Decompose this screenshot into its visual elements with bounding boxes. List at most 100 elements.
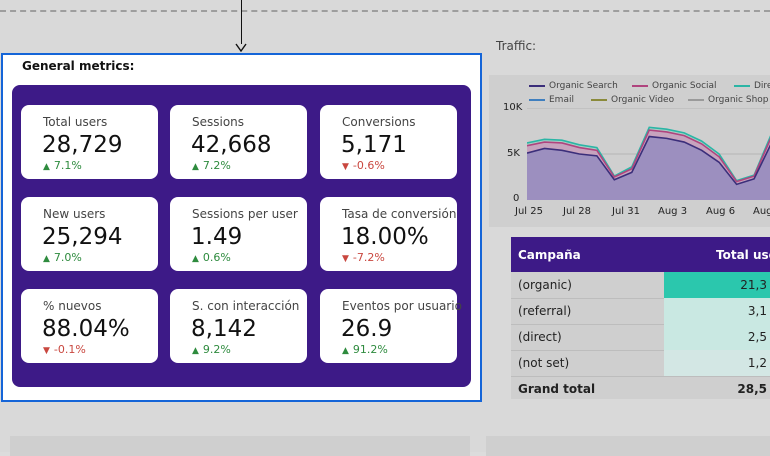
- metric-value: 28,729: [42, 132, 123, 158]
- traffic-chart-card[interactable]: Organic Search Organic Social Dire Email…: [489, 75, 770, 227]
- metric-card[interactable]: Conversions 5,171 ▼ -0.6%: [320, 105, 457, 179]
- metric-card[interactable]: Sessions per user 1.49 ▲ 0.6%: [170, 197, 307, 271]
- legend-label: Dire: [754, 81, 770, 91]
- delta-text: 91.2%: [352, 343, 388, 356]
- series-line-1: [527, 129, 770, 183]
- delta-text: 7.2%: [202, 159, 231, 172]
- arrow-up-icon: ▲: [192, 162, 199, 172]
- delta-text: 7.0%: [53, 251, 82, 264]
- legend-label: Organic Video: [611, 95, 675, 105]
- y-tick-label: 0: [513, 193, 520, 204]
- delta-text: 7.1%: [53, 159, 82, 172]
- grand-total-value: 28,5: [737, 382, 767, 396]
- arrow-up-icon: ▲: [43, 162, 50, 172]
- legend-item[interactable]: Organic Search: [529, 81, 618, 91]
- general-metrics-title: General metrics:: [22, 59, 135, 73]
- metric-value: 8,142: [191, 316, 257, 342]
- metric-label: Conversions: [342, 115, 416, 129]
- legend-swatch: [734, 84, 750, 87]
- metric-card[interactable]: New users 25,294 ▲ 7.0%: [21, 197, 158, 271]
- legend-label: Email: [549, 95, 574, 105]
- column-header-total-users[interactable]: Total use: [716, 248, 770, 262]
- legend-label: Organic Search: [549, 81, 618, 91]
- metric-card[interactable]: Eventos por usuario 26.9 ▲ 91.2%: [320, 289, 462, 363]
- series-line-0: [527, 135, 770, 186]
- legend-item[interactable]: Organic Social: [632, 81, 717, 91]
- metric-value: 26.9: [341, 316, 393, 342]
- arrow-down-icon: ▼: [43, 346, 50, 356]
- metric-card[interactable]: Sessions 42,668 ▲ 7.2%: [170, 105, 307, 179]
- traffic-area-chart[interactable]: [527, 108, 770, 200]
- campaign-value: 2,5: [747, 330, 767, 344]
- metric-label: Total users: [43, 115, 108, 129]
- legend-swatch: [529, 98, 545, 101]
- metric-value: 1.49: [191, 224, 243, 250]
- campaign-name: (referral): [518, 304, 572, 318]
- y-tick-label: 10K: [503, 102, 523, 113]
- table-header: Campaña Total use: [511, 237, 770, 272]
- x-tick-label: Jul 25: [515, 206, 543, 217]
- legend-item[interactable]: Organic Video: [591, 95, 674, 105]
- metric-card[interactable]: % nuevos 88.04% ▼ -0.1%: [21, 289, 158, 363]
- metric-value: 88.04%: [42, 316, 130, 342]
- pointer-arrow-line: [241, 0, 242, 44]
- table-row[interactable]: (direct) 2,5: [511, 324, 770, 351]
- metric-label: Sessions per user: [192, 207, 298, 221]
- area-series-0[interactable]: [527, 136, 770, 200]
- value-bar: [664, 272, 770, 298]
- y-tick-label: 5K: [507, 148, 520, 159]
- arrow-down-icon: ▼: [342, 162, 349, 172]
- legend-label: Organic Shop: [708, 95, 769, 105]
- campaign-value: 21,3: [740, 278, 767, 292]
- arrow-up-icon: ▲: [342, 346, 349, 356]
- metric-card[interactable]: S. con interacción 8,142 ▲ 9.2%: [170, 289, 307, 363]
- delta-text: 0.6%: [202, 251, 231, 264]
- campaign-name: (organic): [518, 278, 572, 292]
- metric-delta: ▲ 91.2%: [342, 343, 388, 356]
- arrow-up-icon: ▲: [192, 254, 199, 264]
- metric-value: 25,294: [42, 224, 123, 250]
- metric-label: Tasa de conversión: [342, 207, 457, 221]
- metric-delta: ▲ 7.0%: [43, 251, 82, 264]
- metrics-grid: Total users 28,729 ▲ 7.1% Sessions 42,668…: [12, 85, 471, 387]
- bottom-widget: [486, 436, 770, 456]
- x-tick-label: Jul 31: [612, 206, 640, 217]
- metric-card[interactable]: Total users 28,729 ▲ 7.1%: [21, 105, 158, 179]
- arrow-up-icon: ▲: [43, 254, 50, 264]
- delta-text: -0.6%: [352, 159, 385, 172]
- delta-text: -7.2%: [352, 251, 385, 264]
- value-bar: [664, 324, 770, 350]
- legend-item[interactable]: Organic Shop: [688, 95, 769, 105]
- column-header-campaign[interactable]: Campaña: [518, 248, 581, 262]
- campaign-value: 3,1: [747, 304, 767, 318]
- metric-value: 42,668: [191, 132, 272, 158]
- legend-swatch: [591, 98, 607, 101]
- metric-delta: ▲ 9.2%: [192, 343, 231, 356]
- arrow-up-icon: ▲: [192, 346, 199, 356]
- arrow-down-icon: ▼: [342, 254, 349, 264]
- metric-delta: ▲ 7.2%: [192, 159, 231, 172]
- metric-label: Sessions: [192, 115, 245, 129]
- campaign-table[interactable]: Campaña Total use (organic) 21,3 (referr…: [511, 237, 770, 399]
- x-tick-label: Aug 3: [658, 206, 688, 217]
- table-row[interactable]: (not set) 1,2: [511, 350, 770, 377]
- legend-item[interactable]: Email: [529, 95, 574, 105]
- metric-label: S. con interacción: [192, 299, 300, 313]
- legend-swatch: [632, 84, 648, 87]
- pointer-arrow-icon: [235, 43, 247, 52]
- delta-text: -0.1%: [53, 343, 86, 356]
- metric-label: Eventos por usuario: [342, 299, 462, 313]
- metric-value: 5,171: [341, 132, 407, 158]
- general-metrics-panel[interactable]: General metrics: Total users 28,729 ▲ 7.1…: [1, 53, 482, 402]
- metric-card[interactable]: Tasa de conversión 18.00% ▼ -7.2%: [320, 197, 457, 271]
- table-total-row: Grand total 28,5: [511, 376, 770, 402]
- campaign-name: (not set): [518, 356, 570, 370]
- delta-text: 9.2%: [202, 343, 231, 356]
- table-row[interactable]: (organic) 21,3: [511, 272, 770, 299]
- legend-item[interactable]: Dire: [734, 81, 770, 91]
- legend-label: Organic Social: [652, 81, 717, 91]
- table-row[interactable]: (referral) 3,1: [511, 298, 770, 325]
- x-tick-label: Jul 28: [563, 206, 591, 217]
- legend-swatch: [688, 98, 704, 101]
- campaign-value: 1,2: [747, 356, 767, 370]
